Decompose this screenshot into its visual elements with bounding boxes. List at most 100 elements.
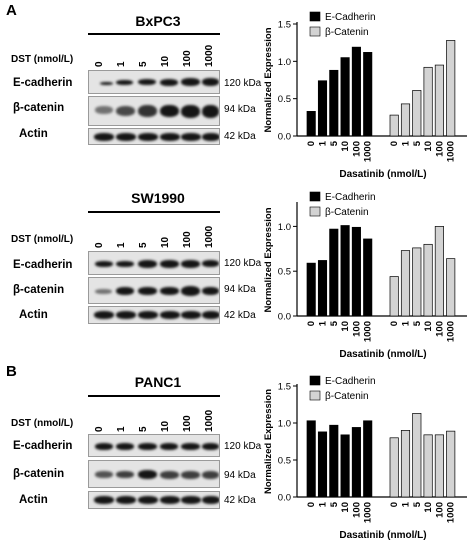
x-tick-label: 0 (389, 141, 400, 146)
dst-label: DST (nmol/L) (11, 234, 74, 245)
bar (329, 69, 339, 137)
beta-catenin-label: β-catenin (13, 102, 65, 114)
dose-label: 10 (160, 236, 171, 248)
x-axis-title: Dasatinib (nmol/L) (339, 349, 426, 360)
legend-label: β-Catenin (325, 207, 369, 218)
blot-band (138, 133, 158, 141)
bar (434, 434, 444, 498)
bar (389, 114, 399, 137)
blot-band (116, 261, 134, 267)
bar (412, 247, 422, 317)
legend-swatch (309, 11, 321, 22)
y-tick-label: 0.5 (278, 94, 291, 105)
kda-label: 94 kDa (224, 470, 256, 481)
x-tick-label: 100 (434, 141, 445, 157)
legend-swatch (309, 206, 321, 217)
kda-label: 120 kDa (224, 441, 262, 452)
e-cadherin-label: E-cadherin (13, 440, 73, 452)
blot-band (181, 471, 200, 479)
blot-band (138, 287, 157, 295)
blot-band (116, 496, 136, 504)
bar (400, 430, 411, 498)
x-tick-label: 5 (412, 140, 423, 146)
x-tick-label: 10 (423, 502, 434, 513)
cell-line-title-bxpc3: BxPC3 (135, 13, 181, 29)
x-tick-label: 1 (401, 320, 412, 326)
dose-label: 5 (138, 61, 149, 67)
x-tick-label: 1 (401, 140, 412, 146)
y-tick-label: 0.0 (278, 132, 291, 143)
blot-strip-beta-catenin (88, 277, 220, 304)
blot-strip-actin (88, 491, 220, 509)
blot-band (160, 105, 179, 117)
blot-band (181, 133, 201, 141)
bar (423, 66, 433, 137)
x-tick-label: 0 (306, 321, 317, 326)
y-tick-label: 1.0 (278, 222, 291, 233)
legend-label: E-Cadherin (325, 12, 376, 23)
bar (434, 226, 444, 317)
blot-band (138, 105, 157, 117)
blot-band (94, 133, 114, 141)
blot-band (95, 471, 113, 478)
bar (423, 243, 433, 317)
blot-band (116, 106, 135, 116)
x-tick-label: 10 (423, 321, 434, 332)
blot-band (160, 496, 180, 504)
blot-strip-beta-catenin (88, 96, 220, 126)
y-tick-label: 0.0 (278, 493, 291, 504)
legend-swatch (309, 26, 321, 37)
bar (400, 250, 411, 317)
blot-strip-e-cadherin (88, 70, 220, 94)
bar (351, 226, 361, 317)
blot-band (138, 260, 157, 268)
blot-strip-e-cadherin (88, 251, 220, 275)
kda-label: 42 kDa (224, 131, 256, 142)
legend-label: β-Catenin (325, 391, 369, 402)
blot-band (116, 133, 136, 141)
blot-band (138, 470, 157, 479)
blot-band (138, 443, 157, 450)
dose-label: 100 (182, 415, 193, 432)
legend-label: E-Cadherin (325, 376, 376, 387)
blot-band (160, 443, 178, 450)
legend-label: β-Catenin (325, 27, 369, 38)
blot-band (95, 261, 113, 267)
actin-label: Actin (19, 128, 48, 140)
blot-band (160, 260, 179, 268)
legend-swatch (309, 191, 321, 202)
x-tick-label: 1 (318, 501, 329, 507)
x-tick-label: 1 (318, 320, 329, 326)
x-tick-label: 100 (434, 502, 445, 518)
bar-chart-bxpc3: E-Cadherin β-Catenin 0.0 0.5 1.0 1.5 Normalize… (263, 11, 467, 180)
bar (363, 238, 373, 317)
blot-band (160, 133, 180, 141)
x-tick-label: 100 (434, 321, 445, 337)
e-cadherin-label: E-cadherin (13, 259, 73, 271)
bar (363, 420, 373, 498)
bar (400, 103, 411, 137)
blot-band (94, 496, 114, 504)
x-tick-label: 1000 (446, 141, 457, 162)
title-underline (88, 211, 220, 213)
bar (389, 437, 399, 498)
dose-label: 100 (182, 50, 193, 67)
blot-band (202, 471, 219, 479)
blot-band (138, 311, 158, 319)
x-axis-title: Dasatinib (nmol/L) (339, 169, 426, 180)
cell-line-title-panc1: PANC1 (134, 374, 182, 390)
blot-strip-e-cadherin (88, 434, 220, 457)
dose-label: 10 (160, 55, 171, 67)
x-tick-label: 10 (340, 321, 351, 332)
blot-band (202, 311, 219, 319)
beta-catenin-label: β-catenin (13, 284, 65, 296)
y-axis-title: Normalized Expression (263, 27, 274, 132)
bar (306, 420, 316, 498)
blot-band (160, 287, 179, 295)
blot-band (95, 106, 113, 114)
bar (340, 434, 350, 498)
panel-letter-a: A (6, 2, 17, 19)
x-tick-label: 1000 (446, 321, 457, 342)
bar (340, 225, 350, 317)
title-underline (88, 33, 220, 35)
